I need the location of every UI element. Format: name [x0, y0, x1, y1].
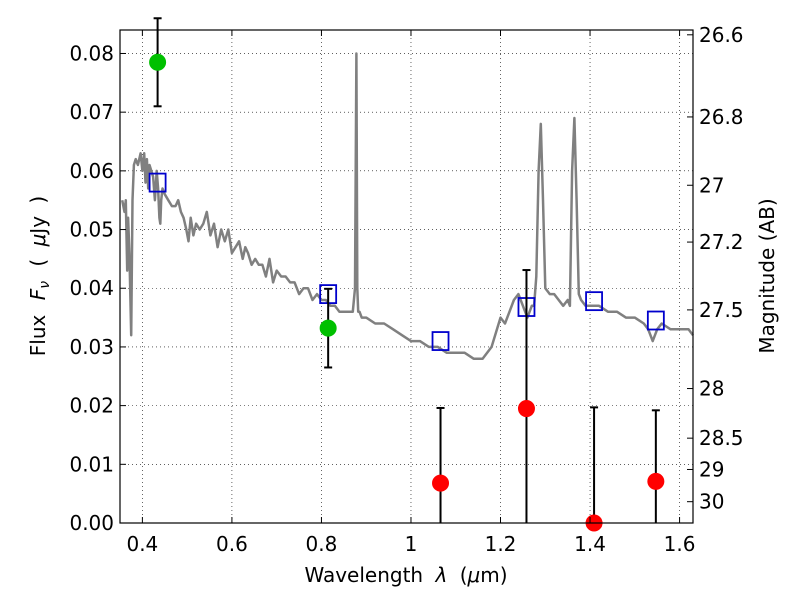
x-axis-label: Wavelength λ (μm) [304, 563, 507, 587]
upper-limit-marker [647, 472, 665, 490]
y2-tick-label: 29 [699, 457, 724, 481]
y-axis-label-symbol-sub: ν [37, 281, 53, 289]
y2-tick-label: 26.8 [699, 105, 744, 129]
x-axis-label-unit-rest: m) [480, 563, 507, 587]
y-tick-label: 0.01 [69, 452, 114, 476]
y2-tick-label: 27 [699, 173, 724, 197]
x-tick-label: 1.4 [574, 532, 606, 556]
y2-axis-ticks: 26.6 26.8 27 27.2 27.5 28 28.5 29 30 [687, 23, 744, 514]
x-axis-label-text: Wavelength [304, 563, 423, 587]
y-axis-label-unit-rest: Jy [26, 216, 50, 236]
detection-marker [149, 53, 167, 71]
x-axis-label-unit-mu: μ [467, 563, 481, 587]
model-photometry-marker [585, 291, 603, 312]
model-photometry-marker [646, 310, 665, 331]
y-tick-label: 0.00 [69, 511, 114, 535]
y-axis-ticks: 0.00 0.01 0.02 0.03 0.04 0.05 0.06 0.07 0.08 [69, 41, 126, 535]
model-photometry-marker [431, 331, 450, 351]
y-axis-label-unit-open: ( [26, 259, 50, 267]
x-tick-label: 1.2 [485, 532, 517, 556]
plot-area [120, 30, 693, 523]
y-tick-label: 0.04 [69, 276, 114, 300]
sed-line-layer [120, 52, 694, 360]
y2-tick-label: 28 [699, 377, 724, 401]
sed-line [120, 52, 694, 360]
upper-limit-marker [432, 474, 450, 492]
y2-tick-label: 30 [699, 490, 724, 514]
model-photometry-marker [148, 172, 167, 193]
x-tick-label: 0.4 [126, 532, 158, 556]
y-tick-label: 0.06 [69, 159, 114, 183]
y-axis-label-text: Flux [26, 314, 50, 356]
upper-limit-marker [517, 400, 535, 418]
y-tick-label: 0.03 [69, 335, 114, 359]
y2-tick-label: 28.5 [699, 426, 744, 450]
y-tick-label: 0.02 [69, 394, 114, 418]
x-axis-ticks: 0.4 0.6 0.8 1 1.2 1.4 1.6 [126, 30, 695, 556]
y-axis-label-unit-close: ) [26, 196, 50, 204]
x-axis-label-symbol: λ [434, 563, 447, 587]
detection-marker [319, 319, 337, 337]
x-tick-label: 0.8 [306, 532, 338, 556]
plot-frame [119, 29, 694, 524]
y2-tick-label: 26.6 [699, 23, 744, 47]
x-tick-label: 1.6 [664, 532, 696, 556]
y-axis-label-symbol: F [26, 288, 50, 300]
y2-axis-label: Magnitude (AB) [755, 198, 779, 353]
x-tick-label: 1 [405, 532, 418, 556]
y-axis-label-unit-mu: μ [26, 234, 50, 248]
y-tick-label: 0.08 [69, 41, 114, 65]
y-axis-label: Flux Fν ( μJy ) [26, 196, 54, 356]
y-tick-label: 0.07 [69, 100, 114, 124]
y2-tick-label: 27.2 [699, 230, 744, 254]
x-tick-label: 0.6 [216, 532, 248, 556]
y2-tick-label: 27.5 [699, 298, 744, 322]
y-tick-label: 0.05 [69, 218, 114, 242]
x-axis-label-unit-open: ( [460, 563, 468, 587]
